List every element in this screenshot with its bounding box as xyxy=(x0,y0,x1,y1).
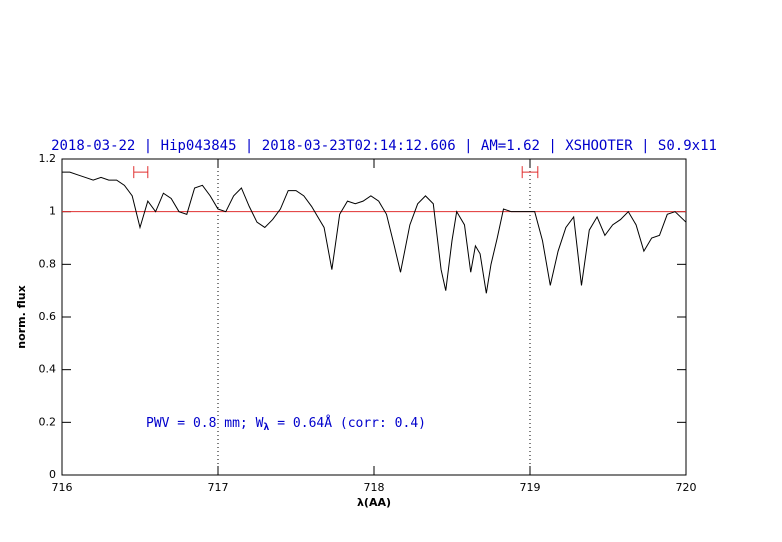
chart-title: 2018-03-22 | Hip043845 | 2018-03-23T02:1… xyxy=(51,138,717,154)
y-axis-label: norm. flux xyxy=(15,285,28,348)
y-tick-label: 0.4 xyxy=(39,363,57,376)
annotation-text: = 0.64Å (corr: 0.4) xyxy=(269,415,426,431)
x-axis-label: λ(AA) xyxy=(357,496,391,509)
y-tick-label: 1.2 xyxy=(39,152,57,165)
annotation-subscript: λ xyxy=(263,422,269,433)
y-tick-label: 0 xyxy=(49,468,56,481)
interval-marker xyxy=(521,166,539,179)
y-tick-label: 0.8 xyxy=(39,257,57,270)
x-tick-label: 719 xyxy=(520,481,541,494)
spectrum-line xyxy=(62,171,687,294)
x-tick-label: 720 xyxy=(676,481,697,494)
annotation-text: PWV = 0.8 mm; W xyxy=(146,416,264,431)
annotation: PWV = 0.8 mm; Wλ = 0.64Å (corr: 0.4) xyxy=(146,415,426,434)
x-tick-label: 717 xyxy=(208,481,229,494)
y-tick-label: 0.6 xyxy=(39,310,57,323)
interval-marker xyxy=(133,166,149,179)
y-tick-label: 0.2 xyxy=(39,415,57,428)
x-tick-label: 716 xyxy=(52,481,73,494)
x-tick-label: 718 xyxy=(364,481,385,494)
y-tick-label: 1 xyxy=(49,205,56,218)
